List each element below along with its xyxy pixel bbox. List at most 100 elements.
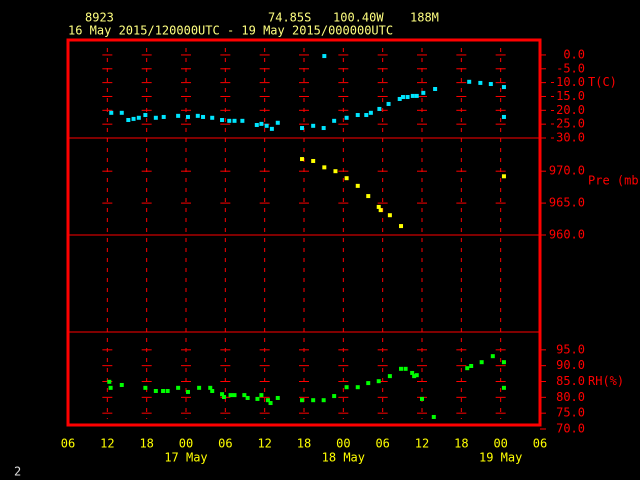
x-tick-label: 12 xyxy=(100,437,114,451)
point xyxy=(176,385,181,390)
point xyxy=(269,126,274,131)
point xyxy=(501,85,506,90)
point xyxy=(400,95,405,100)
point xyxy=(136,115,141,120)
point xyxy=(376,204,381,209)
point xyxy=(399,224,404,229)
point xyxy=(264,123,269,128)
point xyxy=(344,385,349,390)
elevation: 188M xyxy=(410,11,439,25)
point xyxy=(300,157,305,162)
point xyxy=(210,389,215,393)
point xyxy=(119,382,124,387)
point xyxy=(165,389,170,393)
point xyxy=(322,165,327,170)
point xyxy=(344,115,349,120)
point xyxy=(161,114,166,119)
point xyxy=(210,115,215,120)
point xyxy=(268,401,273,406)
x-tick-label: 12 xyxy=(257,437,271,451)
point xyxy=(195,113,200,118)
point xyxy=(386,101,391,106)
axis-label: Pre (mb) xyxy=(588,173,640,187)
point xyxy=(311,398,316,403)
x-tick-label: 06 xyxy=(61,437,75,451)
point xyxy=(332,394,337,399)
point xyxy=(397,96,402,101)
y-tick-label: -25.0 xyxy=(549,117,585,131)
point xyxy=(333,169,338,174)
point xyxy=(126,118,131,123)
point xyxy=(185,114,190,119)
point xyxy=(109,110,114,115)
axis-label: RH(%) xyxy=(588,374,624,388)
x-tick-label: 00 xyxy=(179,437,193,451)
point xyxy=(259,393,264,398)
y-tick-label: 965.0 xyxy=(549,196,585,210)
point xyxy=(220,118,225,123)
x-tick-label: 12 xyxy=(415,437,429,451)
y-tick-label: 85.0 xyxy=(556,374,585,388)
x-tick-label: 18 xyxy=(139,437,153,451)
y-tick-label: 95.0 xyxy=(556,342,585,356)
point xyxy=(488,82,493,87)
x-tick-label: 18 xyxy=(297,437,311,451)
point xyxy=(377,106,382,111)
station-id: 8923 xyxy=(85,11,114,25)
point xyxy=(143,385,148,390)
point xyxy=(420,396,424,401)
point xyxy=(399,366,404,371)
point xyxy=(378,208,383,213)
x-tick-label: 00 xyxy=(336,437,350,451)
y-tick-label: -5.0 xyxy=(556,61,585,75)
point xyxy=(490,354,495,359)
point xyxy=(344,176,349,181)
point xyxy=(265,398,270,403)
point xyxy=(197,385,202,390)
point xyxy=(501,174,506,179)
point xyxy=(300,398,305,403)
x-tick-label: 06 xyxy=(533,437,547,451)
point xyxy=(364,113,369,118)
point xyxy=(153,389,158,393)
point xyxy=(161,389,166,393)
point xyxy=(368,110,373,115)
point xyxy=(478,80,483,85)
point xyxy=(227,118,232,123)
point xyxy=(119,110,124,115)
point xyxy=(366,194,371,199)
point xyxy=(275,120,280,125)
x-tick-label: 06 xyxy=(375,437,389,451)
point xyxy=(501,385,506,390)
point xyxy=(387,213,392,218)
point xyxy=(421,90,426,95)
period: 16 May 2015/120000UTC - 19 May 2015/0000… xyxy=(68,24,393,38)
date-label: 18 May xyxy=(322,451,365,465)
point xyxy=(240,118,245,123)
point xyxy=(355,113,360,118)
point xyxy=(220,392,225,397)
point xyxy=(414,93,419,98)
point xyxy=(403,366,408,371)
point xyxy=(366,381,371,386)
point xyxy=(222,395,227,400)
point xyxy=(153,115,158,120)
point xyxy=(300,126,305,131)
point xyxy=(501,114,506,119)
point xyxy=(143,113,148,118)
point xyxy=(321,126,326,131)
point xyxy=(465,366,470,371)
point xyxy=(410,93,415,98)
y-tick-label: 80.0 xyxy=(556,390,585,404)
point xyxy=(232,393,237,398)
x-tick-label: 00 xyxy=(493,437,507,451)
y-tick-label: -10.0 xyxy=(549,75,585,89)
point xyxy=(185,389,190,394)
point xyxy=(387,374,392,379)
y-tick-label: -20.0 xyxy=(549,103,585,117)
point xyxy=(311,158,316,163)
x-tick-label: 06 xyxy=(218,437,232,451)
point xyxy=(405,95,410,100)
